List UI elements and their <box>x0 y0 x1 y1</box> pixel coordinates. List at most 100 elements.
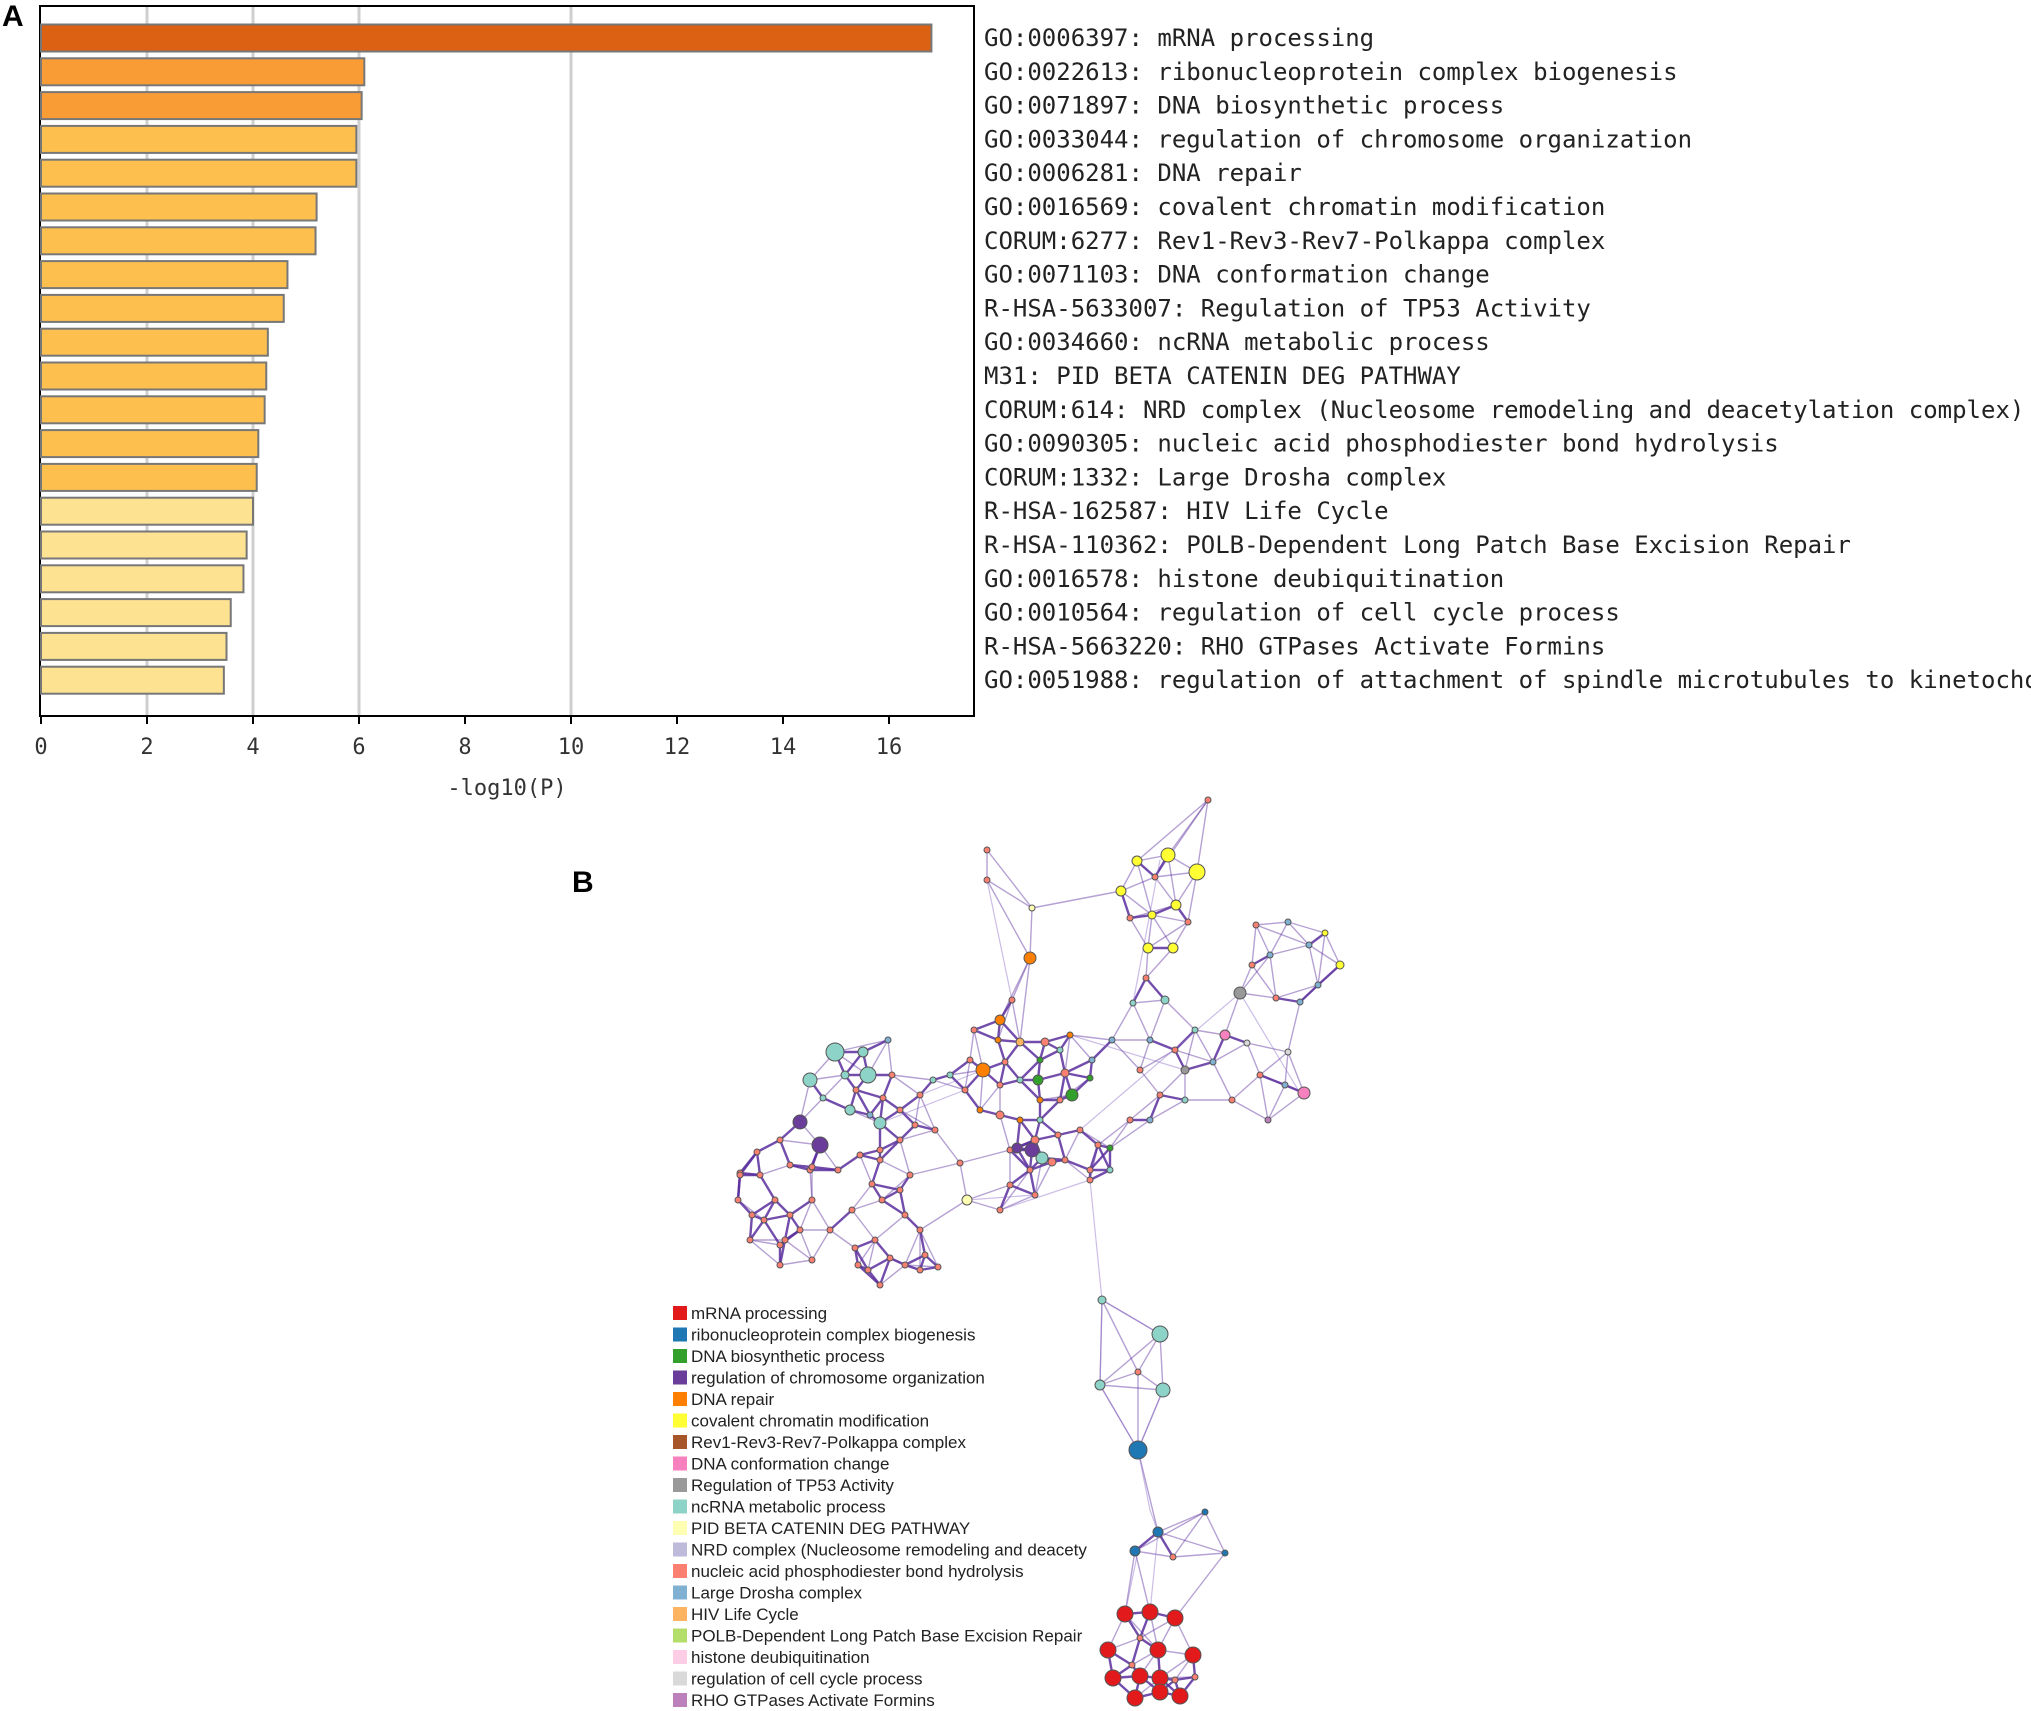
network-node <box>1156 1091 1164 1099</box>
term-label: R-HSA-110362: POLB-Dependent Long Patch … <box>984 531 1851 559</box>
network-edge <box>1259 1074 1269 1121</box>
network-edge <box>999 1169 1031 1211</box>
network-node <box>1036 1056 1044 1064</box>
network-node <box>1184 1646 1202 1664</box>
bar-chart: 0 2 4 6 8 10 12 14 16 GO:0006397: mRNA processin… <box>34 5 2031 801</box>
network-node <box>1152 1526 1164 1538</box>
bar <box>40 361 268 391</box>
network-edge <box>1101 1299 1161 1335</box>
network-edge <box>1164 999 1196 1031</box>
network-node <box>976 1106 984 1114</box>
panel-a-label: A <box>2 0 24 33</box>
network-node <box>1060 1068 1070 1078</box>
x-tick-label: 14 <box>770 735 797 760</box>
network-edge <box>949 1059 971 1076</box>
network-node <box>966 1056 974 1064</box>
network-edge <box>789 1163 813 1169</box>
network-node <box>1134 1368 1142 1376</box>
network-node <box>1131 855 1143 867</box>
network-edge <box>1149 1099 1186 1121</box>
network-edge <box>1058 1072 1067 1101</box>
network-node <box>1023 951 1037 965</box>
network-node <box>1147 910 1157 920</box>
network-edge <box>1287 1001 1301 1053</box>
legend-swatch <box>673 1521 687 1535</box>
term-label: GO:0006397: mRNA processing <box>984 24 1374 52</box>
network-node <box>1314 981 1322 989</box>
network-node <box>1305 941 1313 949</box>
network-edge <box>1167 799 1209 856</box>
network-edge <box>1031 890 1122 909</box>
bar <box>40 530 248 560</box>
network-edge <box>999 1194 1036 1211</box>
network-edge <box>1174 1049 1214 1063</box>
network-edge <box>1157 1531 1226 1554</box>
network-edge <box>959 1149 1011 1164</box>
term-label: GO:0071103: DNA conformation change <box>984 261 1490 289</box>
network-node <box>1321 929 1329 937</box>
term-label: GO:0022613: ribonucleoprotein complex bi… <box>984 58 1678 86</box>
network-edge <box>1287 921 1326 934</box>
bar <box>40 327 269 357</box>
network-node <box>834 1166 842 1174</box>
network-node <box>1252 921 1260 929</box>
network-edge <box>1137 1449 1159 1533</box>
bars <box>40 23 933 695</box>
network-node <box>826 1226 834 1234</box>
network-node <box>1284 1048 1292 1056</box>
legend-swatch <box>673 1650 687 1664</box>
network-node <box>1131 1667 1149 1685</box>
network-node <box>802 1072 818 1088</box>
network-edge <box>1159 1093 1186 1102</box>
legend-label: POLB-Dependent Long Patch Base Excision … <box>691 1627 1083 1646</box>
network-edge <box>1137 1389 1164 1451</box>
network-edge <box>1212 1061 1233 1101</box>
network-edge <box>1259 1073 1286 1087</box>
legend-label: covalent chromatin modification <box>691 1412 929 1431</box>
network-edge <box>763 1213 791 1222</box>
network-edge <box>1174 1552 1226 1619</box>
network-edge <box>1196 799 1209 873</box>
network-legend: mRNA processing ribonucleoprotein complex… <box>673 1304 1087 1710</box>
network-edge <box>1101 1299 1139 1373</box>
network-edge <box>1147 914 1153 949</box>
network-edge <box>756 1138 781 1154</box>
network-edge <box>934 1129 961 1164</box>
term-label: GO:0010564: regulation of cell cycle pro… <box>984 599 1620 627</box>
network-edge <box>1111 1002 1134 1041</box>
network-node <box>1201 1508 1209 1516</box>
network-edge <box>918 1229 927 1256</box>
network-node <box>896 1136 904 1144</box>
network-edge <box>1096 1144 1112 1171</box>
network-edge <box>899 1094 921 1111</box>
network-edge <box>853 1247 870 1271</box>
bar <box>40 226 317 256</box>
network-edge <box>1097 1119 1131 1146</box>
network-edge <box>871 1182 901 1192</box>
network-edge <box>789 1199 813 1216</box>
legend-swatch <box>673 1564 687 1578</box>
network-edge <box>1131 977 1148 1004</box>
network-node <box>808 1163 816 1171</box>
network-node <box>1248 961 1256 969</box>
network-edge <box>822 1074 846 1099</box>
network-node <box>1036 1116 1044 1124</box>
network-edge <box>1145 947 1174 979</box>
network-node <box>896 1186 904 1194</box>
network-node <box>1001 1058 1009 1066</box>
network-edge <box>1089 1179 1103 1301</box>
network-edge <box>879 1139 901 1161</box>
x-tick-label: 12 <box>664 735 691 760</box>
legend-swatch <box>673 1542 687 1557</box>
network-node <box>1297 1086 1311 1100</box>
network-edge <box>1120 890 1153 916</box>
network-edge <box>762 1219 782 1246</box>
network-node <box>1028 904 1036 912</box>
network-edge <box>1167 854 1177 906</box>
network-node <box>879 1094 887 1102</box>
network-edge <box>1147 921 1189 949</box>
network-edge <box>1224 992 1241 1036</box>
network-edge <box>755 1151 762 1176</box>
term-label: R-HSA-5663220: RHO GTPases Activate Form… <box>984 632 1605 660</box>
legend-swatch <box>673 1392 687 1406</box>
